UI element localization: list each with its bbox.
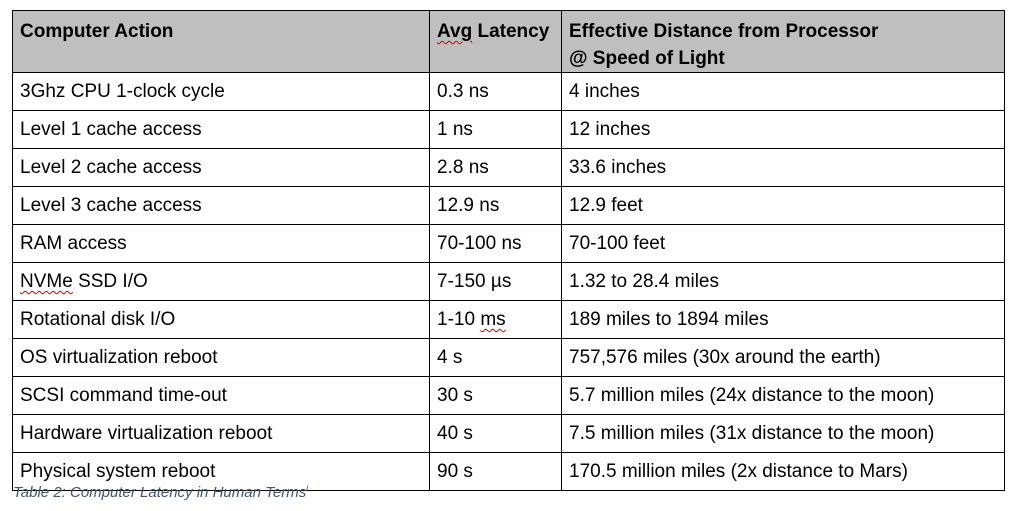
cell-action: Physical system reboot (12, 452, 430, 491)
cell-action-rest: SSD I/O (72, 271, 148, 292)
cell-action: Hardware virtualization reboot (12, 414, 430, 453)
table-row: NVMe SSD I/O 7-150 µs 1.32 to 28.4 miles (12, 262, 1005, 301)
cell-latency: 40 s (429, 414, 562, 453)
header-distance-line1: Effective Distance from Processor (569, 21, 879, 42)
cell-action: SCSI command time-out (12, 376, 430, 415)
cell-latency: 70-100 ns (429, 224, 562, 263)
table-caption-text: Table 2: Computer Latency in Human Terms (13, 484, 307, 501)
cell-latency: 2.8 ns (429, 148, 562, 187)
cell-latency: 30 s (429, 376, 562, 415)
table-row: Physical system reboot 90 s 170.5 millio… (12, 452, 1005, 491)
header-avg-word: Avg (437, 21, 473, 42)
cell-action-marked-word: NVMe (20, 271, 73, 292)
cell-latency: 7-150 µs (429, 262, 562, 301)
header-avg-latency: Avg Latency (429, 10, 562, 73)
cell-distance: 1.32 to 28.4 miles (561, 262, 1005, 301)
cell-distance: 12 inches (561, 110, 1005, 149)
table-row: OS virtualization reboot 4 s 757,576 mil… (12, 338, 1005, 377)
header-distance-line2: @ Speed of Light (569, 48, 725, 69)
cell-action: RAM access (12, 224, 430, 263)
table-row: SCSI command time-out 30 s 5.7 million m… (12, 376, 1005, 415)
cell-distance: 33.6 inches (561, 148, 1005, 187)
latency-table-container: Computer Action Avg Latency Effective Di… (12, 10, 1005, 491)
header-computer-action: Computer Action (12, 10, 430, 73)
latency-table: Computer Action Avg Latency Effective Di… (12, 10, 1005, 491)
cell-action: Level 1 cache access (12, 110, 430, 149)
header-latency-word: Latency (472, 21, 550, 42)
cell-action: 3Ghz CPU 1-clock cycle (12, 72, 430, 111)
cell-action: Level 3 cache access (12, 186, 430, 225)
cell-distance: 170.5 million miles (2x distance to Mars… (561, 452, 1005, 491)
cell-latency: 1-10 ms (429, 300, 562, 339)
cell-latency-marked-word: ms (480, 309, 506, 330)
table-caption: Table 2: Computer Latency in Human Terms… (13, 483, 308, 501)
footnote-marker[interactable]: i (306, 483, 309, 493)
cell-action: OS virtualization reboot (12, 338, 430, 377)
table-header-row: Computer Action Avg Latency Effective Di… (12, 10, 1005, 73)
cell-distance: 757,576 miles (30x around the earth) (561, 338, 1005, 377)
cell-latency-prefix: 1-10 (437, 309, 481, 330)
table-row: Hardware virtualization reboot 40 s 7.5 … (12, 414, 1005, 453)
cell-latency: 4 s (429, 338, 562, 377)
cell-latency: 90 s (429, 452, 562, 491)
cell-latency: 1 ns (429, 110, 562, 149)
cell-action: Rotational disk I/O (12, 300, 430, 339)
cell-distance: 12.9 feet (561, 186, 1005, 225)
table-row: Rotational disk I/O 1-10 ms 189 miles to… (12, 300, 1005, 339)
cell-latency: 12.9 ns (429, 186, 562, 225)
cell-distance: 4 inches (561, 72, 1005, 111)
cell-distance: 7.5 million miles (31x distance to the m… (561, 414, 1005, 453)
table-row: 3Ghz CPU 1-clock cycle 0.3 ns 4 inches (12, 72, 1005, 111)
header-effective-distance: Effective Distance from Processor @ Spee… (561, 10, 1005, 73)
cell-distance: 5.7 million miles (24x distance to the m… (561, 376, 1005, 415)
table-row: Level 2 cache access 2.8 ns 33.6 inches (12, 148, 1005, 187)
cell-action: Level 2 cache access (12, 148, 430, 187)
cell-distance: 189 miles to 1894 miles (561, 300, 1005, 339)
cell-latency: 0.3 ns (429, 72, 562, 111)
cell-action: NVMe SSD I/O (12, 262, 430, 301)
header-computer-action-label: Computer Action (20, 21, 174, 42)
table-row: RAM access 70-100 ns 70-100 feet (12, 224, 1005, 263)
table-row: Level 3 cache access 12.9 ns 12.9 feet (12, 186, 1005, 225)
table-row: Level 1 cache access 1 ns 12 inches (12, 110, 1005, 149)
cell-distance: 70-100 feet (561, 224, 1005, 263)
